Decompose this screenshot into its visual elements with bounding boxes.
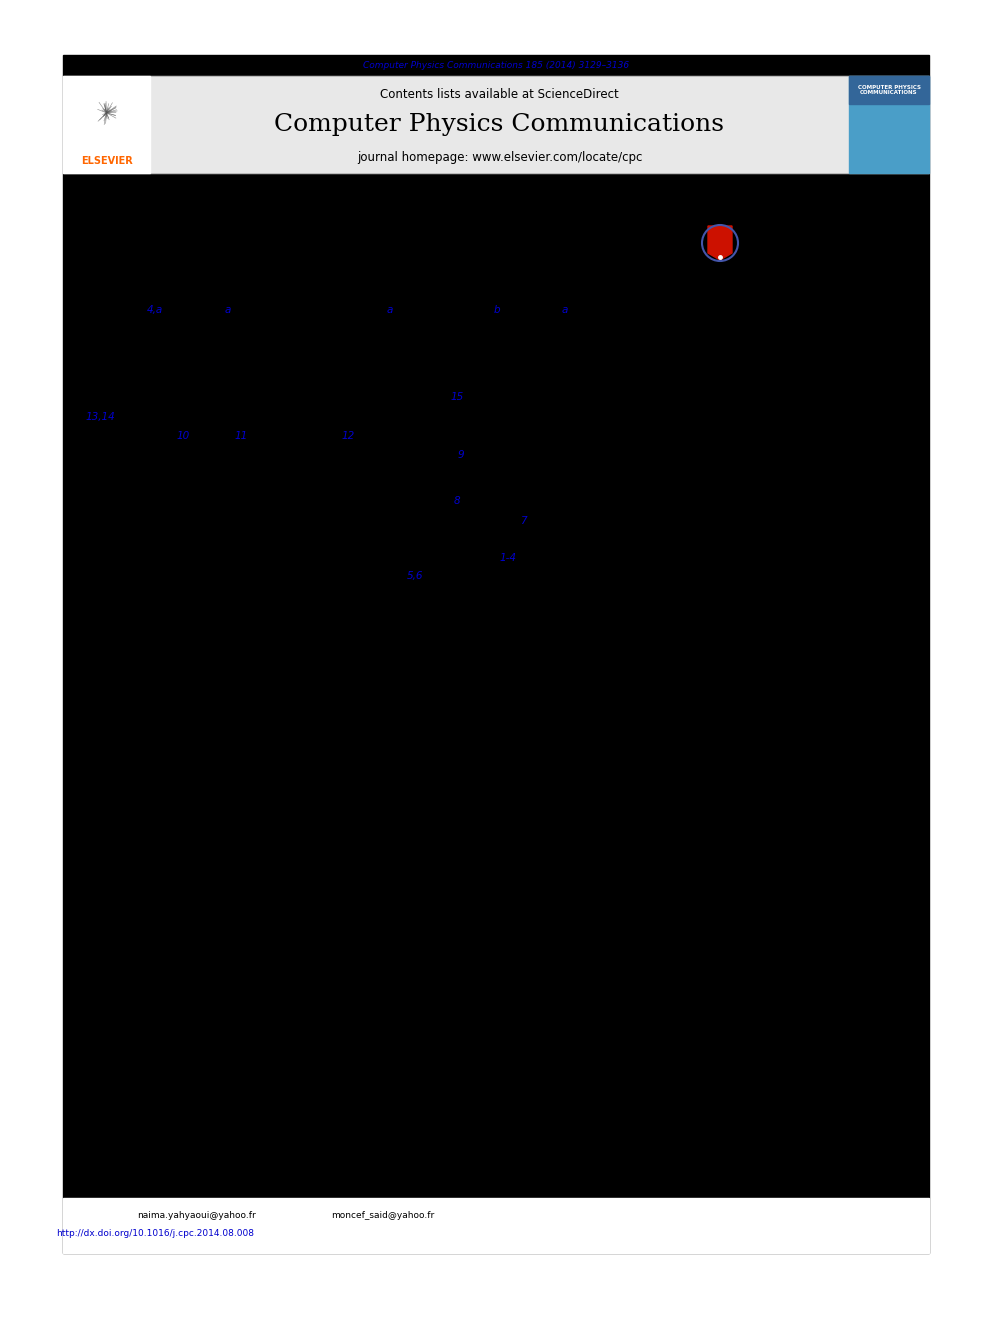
Text: Computer Physics Communications: Computer Physics Communications [275, 112, 724, 136]
Text: 8: 8 [453, 496, 460, 505]
Text: 15: 15 [450, 392, 463, 402]
Text: a: a [387, 306, 393, 315]
Bar [63, 75, 929, 1253]
Bar [63, 1199, 929, 1253]
Text: 9: 9 [457, 450, 464, 460]
Bar [849, 75, 929, 173]
Text: b: b [494, 306, 500, 315]
Polygon shape [708, 226, 732, 261]
Text: journal homepage: www.elsevier.com/locate/cpc: journal homepage: www.elsevier.com/locat… [357, 151, 642, 164]
Text: moncef_said@yahoo.fr: moncef_said@yahoo.fr [331, 1211, 434, 1220]
Bar [63, 75, 150, 173]
Bar [63, 75, 929, 173]
Text: 4,a: 4,a [147, 306, 163, 315]
Bar [63, 56, 929, 75]
Text: Computer Physics Communications 185 (2014) 3129–3136: Computer Physics Communications 185 (201… [363, 61, 629, 70]
Bar [849, 75, 929, 105]
Text: 1-4: 1-4 [500, 553, 517, 564]
Text: ELSEVIER: ELSEVIER [80, 156, 132, 165]
Text: 5,6: 5,6 [407, 572, 424, 581]
Text: COMPUTER PHYSICS
COMMUNICATIONS: COMPUTER PHYSICS COMMUNICATIONS [857, 85, 921, 95]
Text: naima.yahyaoui@yahoo.fr: naima.yahyaoui@yahoo.fr [138, 1211, 256, 1220]
Text: 7: 7 [520, 516, 527, 527]
Text: a: a [225, 306, 231, 315]
Text: 13,14: 13,14 [85, 411, 115, 422]
Bar [63, 75, 929, 173]
Text: 11: 11 [234, 431, 248, 441]
Text: Contents lists available at ScienceDirect: Contents lists available at ScienceDirec… [380, 87, 619, 101]
Text: a: a [561, 306, 568, 315]
Text: 12: 12 [341, 431, 354, 441]
Text: http://dx.doi.org/10.1016/j.cpc.2014.08.008: http://dx.doi.org/10.1016/j.cpc.2014.08.… [56, 1229, 254, 1237]
Text: 10: 10 [177, 431, 189, 441]
